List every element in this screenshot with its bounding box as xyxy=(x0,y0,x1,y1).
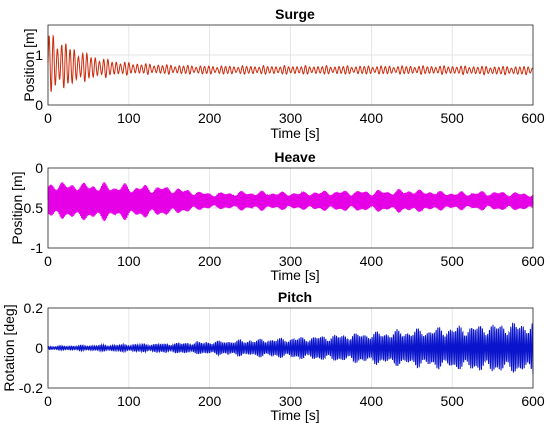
x-tick-label: 200 xyxy=(198,393,222,409)
heave-line xyxy=(47,182,534,222)
x-tick-label: 300 xyxy=(279,110,303,126)
heave-tick-labels: 0 100 200 300 400 500 600 -1 -0.5 0 xyxy=(19,160,545,269)
x-tick-label: 200 xyxy=(198,253,222,269)
pitch-ylabel: Rotation [deg] xyxy=(1,304,17,391)
pitch-panel: Pitch 0 100 200 300 400 500 600-0.200.2 Time [… xyxy=(1,289,545,423)
x-tick-label: 100 xyxy=(117,393,141,409)
x-tick-label: 600 xyxy=(521,253,545,269)
y-tick-label: 0 xyxy=(35,97,43,113)
y-tick-label: 0 xyxy=(35,340,43,356)
x-tick-label: 100 xyxy=(117,253,141,269)
surge-title: Surge xyxy=(275,6,315,22)
surge-panel: Surge 0 100 200 300 400 500 600 0 1 Time [s] Pos… xyxy=(21,6,545,141)
heave-panel: Heave 0 100 200 300 400 500 600 -1 -0.5 0 Time [s… xyxy=(9,149,545,283)
pitch-line xyxy=(47,322,534,375)
heave-axes-box xyxy=(47,167,534,249)
x-tick-label: 400 xyxy=(360,110,384,126)
heave-xlabel: Time [s] xyxy=(270,267,319,283)
x-tick-label: 500 xyxy=(440,253,464,269)
x-tick-label: 200 xyxy=(198,110,222,126)
surge-tick-labels: 0 100 200 300 400 500 600 0 1 xyxy=(35,47,545,126)
pitch-tick-labels: 0 100 200 300 400 500 600-0.200.2 xyxy=(19,300,545,409)
pitch-title: Pitch xyxy=(278,289,312,305)
x-tick-label: 0 xyxy=(44,253,52,269)
x-tick-label: 0 xyxy=(44,110,52,126)
x-tick-label: 600 xyxy=(521,110,545,126)
y-tick-label: -0.5 xyxy=(19,200,43,216)
surge-xlabel: Time [s] xyxy=(270,125,319,141)
y-tick-label: 1 xyxy=(35,47,43,63)
y-tick-label: -1 xyxy=(31,240,44,256)
surge-line xyxy=(47,34,534,92)
x-tick-label: 500 xyxy=(440,110,464,126)
y-tick-label: 0 xyxy=(35,160,43,176)
pitch-xlabel: Time [s] xyxy=(270,407,319,423)
surge-axes-box xyxy=(47,24,534,106)
x-tick-label: 600 xyxy=(521,393,545,409)
x-tick-label: 500 xyxy=(440,393,464,409)
heave-ylabel: Position [m] xyxy=(9,171,25,244)
y-tick-label: 0.2 xyxy=(24,300,44,316)
x-tick-label: 100 xyxy=(117,110,141,126)
x-tick-label: 300 xyxy=(279,253,303,269)
x-tick-label: 300 xyxy=(279,393,303,409)
y-tick-label: -0.2 xyxy=(19,380,43,396)
x-tick-label: 0 xyxy=(44,393,52,409)
surge-ylabel: Position [m] xyxy=(21,28,37,101)
heave-title: Heave xyxy=(274,149,315,165)
x-tick-label: 400 xyxy=(360,393,384,409)
pitch-axes-box xyxy=(47,307,534,389)
x-tick-label: 400 xyxy=(360,253,384,269)
